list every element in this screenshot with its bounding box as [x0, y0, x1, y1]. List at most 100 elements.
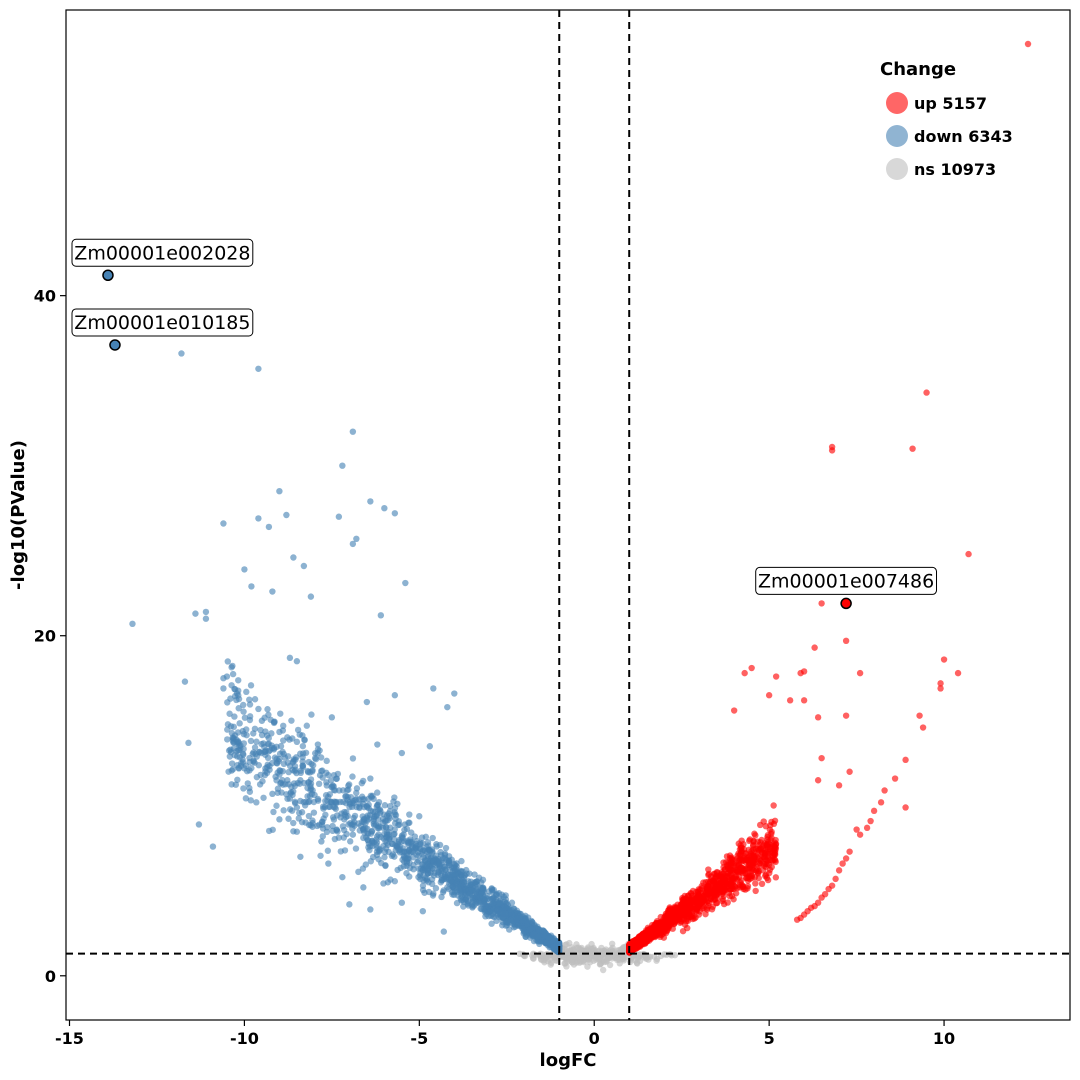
up-point: [786, 697, 794, 704]
down-point: [255, 705, 262, 713]
up-point: [695, 903, 702, 910]
up-point: [730, 896, 737, 903]
up-point: [756, 821, 764, 829]
up-point: [707, 895, 714, 903]
down-point: [402, 579, 409, 587]
down-point: [246, 701, 254, 708]
up-point: [679, 911, 687, 918]
up-point: [741, 669, 748, 677]
up-point: [677, 919, 684, 926]
down-point: [185, 739, 192, 747]
down-point: [370, 820, 377, 827]
up-point: [683, 915, 691, 923]
up-point: [691, 915, 698, 922]
down-point: [243, 731, 250, 739]
down-point: [435, 865, 443, 873]
up-point: [832, 875, 839, 883]
x-tick-label: 10: [933, 1029, 955, 1048]
up-point: [749, 846, 757, 853]
down-point: [297, 777, 304, 784]
down-point: [381, 818, 389, 825]
up-point: [770, 802, 777, 809]
up-point: [818, 894, 825, 901]
ns-point: [599, 966, 607, 974]
annotation-label: Zm00001e007486: [758, 570, 934, 592]
up-point: [772, 857, 779, 864]
down-legend-key: [886, 125, 908, 147]
down-point: [290, 780, 298, 787]
x-tick-label: 0: [589, 1029, 600, 1048]
down-point: [328, 714, 336, 721]
down-point: [287, 790, 294, 797]
down-point: [306, 792, 314, 800]
down-point: [482, 894, 490, 902]
x-axis-title: logFC: [540, 1050, 597, 1071]
down-point: [433, 843, 440, 850]
down-point: [374, 845, 381, 852]
down-point: [309, 787, 316, 794]
down-point: [417, 875, 424, 883]
down-point: [545, 934, 553, 941]
down-point: [503, 918, 511, 926]
up-point: [748, 664, 755, 672]
up-point: [724, 877, 731, 885]
down-point: [414, 858, 421, 866]
down-point: [279, 748, 286, 756]
down-point: [256, 748, 263, 756]
down-point: [276, 816, 283, 823]
down-point: [441, 851, 449, 859]
down-point: [227, 695, 234, 702]
down-point: [246, 696, 253, 703]
down-point: [444, 703, 451, 711]
down-point: [247, 737, 255, 745]
down-point: [231, 713, 238, 720]
down-point: [467, 878, 475, 885]
up-point: [965, 550, 972, 558]
down-point: [349, 540, 357, 548]
down-point: [300, 562, 308, 570]
down-point: [426, 743, 434, 750]
annotation-label-box: [755, 566, 938, 595]
down-point: [241, 566, 248, 573]
up-point: [856, 669, 864, 677]
up-point: [712, 880, 719, 887]
down-point: [297, 767, 304, 774]
down-point: [478, 885, 485, 892]
down-point: [349, 773, 356, 780]
down-point: [258, 731, 266, 739]
up-point: [705, 871, 712, 879]
up-point: [758, 880, 766, 888]
gene-annotations: Zm00001e002028 Zm00001e010185 Zm00001e0074…: [71, 238, 938, 610]
down-point: [246, 758, 253, 766]
down-point: [224, 736, 231, 743]
down-point: [286, 806, 294, 813]
down-point: [353, 535, 360, 543]
down-point: [353, 789, 360, 797]
down-point: [290, 828, 297, 835]
up-point: [686, 899, 693, 907]
down-point: [330, 803, 337, 811]
down-point: [270, 719, 278, 727]
up-point: [839, 860, 846, 867]
down-point: [262, 765, 269, 772]
up-legend-label: up 5157: [914, 94, 987, 113]
down-point: [506, 926, 513, 933]
down-point: [346, 901, 353, 908]
ns-point: [584, 963, 591, 970]
down-point: [375, 831, 382, 838]
down-point: [276, 771, 283, 778]
ns-point: [635, 953, 642, 960]
up-point: [744, 882, 752, 890]
down-point: [202, 615, 210, 622]
down-point: [452, 870, 459, 878]
down-point: [240, 785, 247, 792]
down-point: [195, 821, 203, 828]
up-point: [749, 865, 756, 872]
down-point: [305, 779, 313, 786]
down-point: [279, 727, 287, 734]
ns-legend-key: [886, 158, 908, 180]
ns-point: [548, 959, 555, 966]
down-point: [406, 864, 414, 872]
down-point: [335, 513, 343, 520]
